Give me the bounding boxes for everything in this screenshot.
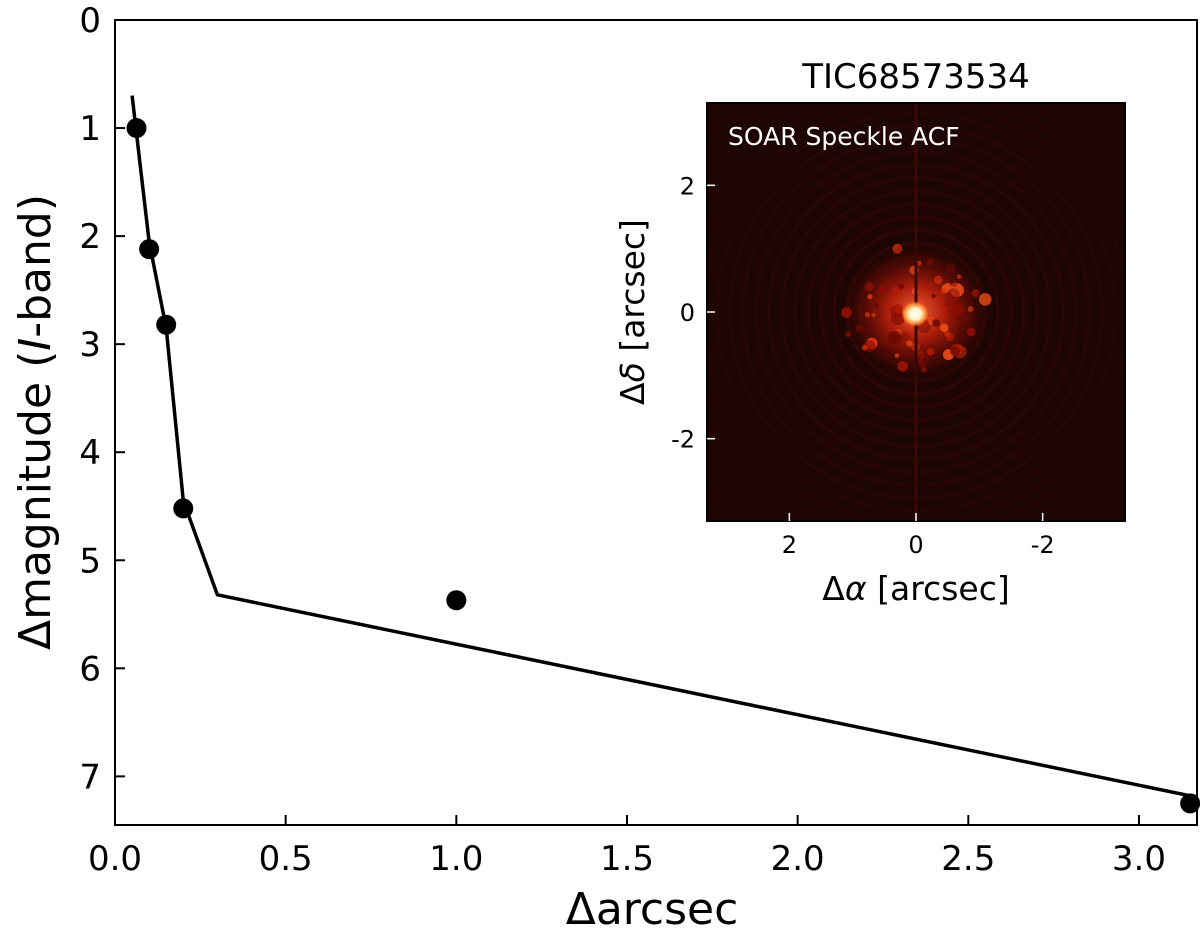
speckle-blob xyxy=(945,263,956,273)
speckle-blob xyxy=(947,288,960,302)
speckle-blob xyxy=(864,312,871,318)
speckle-blob xyxy=(927,258,934,266)
inset-annotation: SOAR Speckle ACF xyxy=(728,122,960,151)
y-tick-label: 2 xyxy=(79,217,101,257)
detection-points xyxy=(126,118,1200,814)
y-axis-label: Δmagnitude (I-band) xyxy=(10,194,61,650)
data-point xyxy=(446,590,467,611)
inset-y-label-prefix: Δ xyxy=(613,382,652,405)
speckle-blob xyxy=(855,324,864,332)
data-point xyxy=(173,498,194,519)
speckle-blob xyxy=(978,293,992,306)
inset-y-label-suffix: [arcsec] xyxy=(613,219,652,362)
speckle-blob xyxy=(944,299,954,308)
speckle-inset: TIC68573534 SOAR Speckle ACF 2 0 -2 2 0 -2 Δα… xyxy=(613,57,1126,608)
x-tick-label: 1.0 xyxy=(429,839,483,879)
inset-x-tick-label: -2 xyxy=(1031,531,1055,559)
y-tick-label: 0 xyxy=(79,1,101,41)
inset-y-tick-label: 0 xyxy=(680,299,695,327)
speckle-blob xyxy=(906,340,913,347)
y-axis-label-suffix: -band) xyxy=(10,194,61,338)
speckle-blob xyxy=(841,307,852,318)
data-point xyxy=(139,239,160,260)
speckle-blob xyxy=(867,294,873,300)
speckle-blob xyxy=(900,332,910,342)
inset-x-label-prefix: Δ xyxy=(822,569,845,608)
speckle-blob xyxy=(931,294,936,298)
speckle-blob xyxy=(887,331,902,345)
speckle-blob xyxy=(916,352,929,366)
speckle-blob xyxy=(956,311,969,324)
y-axis-label-italic: I xyxy=(10,338,61,351)
speckle-blob xyxy=(926,348,935,356)
speckle-blob xyxy=(934,275,943,285)
y-tick-label: 3 xyxy=(79,325,101,365)
speckle-blob xyxy=(944,330,951,337)
y-tick-label: 1 xyxy=(79,109,101,149)
y-tick-label: 6 xyxy=(79,649,101,689)
inset-y-tick-label: 2 xyxy=(680,172,695,200)
speckle-blob xyxy=(916,260,922,266)
speckle-blob xyxy=(861,344,868,351)
speckle-blob xyxy=(864,282,874,292)
inset-x-axis-label: Δα [arcsec] xyxy=(822,569,1009,608)
speckle-blob xyxy=(932,319,940,327)
speckle-core xyxy=(901,301,929,327)
inset-x-tick-label: 0 xyxy=(908,531,923,559)
inset-x-label-symbol: α xyxy=(845,569,867,608)
y-tick-label: 7 xyxy=(79,757,101,797)
inset-y-tick-label: -2 xyxy=(671,426,695,454)
inset-title: TIC68573534 xyxy=(801,57,1030,97)
speckle-blob xyxy=(878,286,887,294)
speckle-blob xyxy=(897,361,908,372)
y-tick-label: 4 xyxy=(79,433,101,473)
y-axis-label-prefix: Δmagnitude ( xyxy=(10,351,61,650)
x-tick-label: 0.5 xyxy=(259,839,313,879)
speckle-blob xyxy=(966,327,976,337)
speckle-blob xyxy=(898,283,904,290)
x-tick-label: 2.5 xyxy=(941,839,995,879)
x-tick-label: 0.0 xyxy=(88,839,142,879)
speckle-blob xyxy=(894,353,900,358)
x-tick-label: 3.0 xyxy=(1112,839,1166,879)
main-axis-ticks: 0.0 0.5 1.0 1.5 2.0 2.5 3.0 0 1 2 3 4 5 6 7 xyxy=(79,1,1166,879)
speckle-acf-image xyxy=(707,103,1125,521)
main-plot: 0.0 0.5 1.0 1.5 2.0 2.5 3.0 0 1 2 3 4 5 6 7 Δarcsec Δm… xyxy=(10,1,1200,934)
main-plot-frame xyxy=(114,19,1198,826)
contrast-curve-line xyxy=(130,95,1191,798)
speckle-blob xyxy=(952,282,957,288)
data-point xyxy=(126,118,147,139)
speckle-blob xyxy=(873,303,879,309)
y-tick-label: 5 xyxy=(79,541,101,581)
inset-y-axis-label: Δδ [arcsec] xyxy=(613,219,652,405)
speckle-blob xyxy=(892,286,900,295)
data-point xyxy=(156,314,177,335)
inset-x-tick-label: 2 xyxy=(782,531,797,559)
inset-axis-ticks: 2 0 -2 2 0 -2 xyxy=(671,172,1055,559)
speckle-blob xyxy=(967,306,974,312)
data-point xyxy=(1180,793,1200,814)
inset-x-label-suffix: [arcsec] xyxy=(867,569,1010,608)
speckle-blob xyxy=(940,288,947,295)
inset-y-label-symbol: δ xyxy=(613,362,652,382)
speckle-blob xyxy=(950,346,960,357)
speckle-blob xyxy=(894,303,903,313)
speckle-blob xyxy=(845,331,851,338)
speckle-blob xyxy=(940,323,949,332)
speckle-blob xyxy=(871,313,876,318)
x-axis-label: Δarcsec xyxy=(566,884,739,934)
speckle-blob xyxy=(956,274,962,280)
speckle-blob xyxy=(971,289,980,298)
speckle-blob xyxy=(892,243,903,254)
x-tick-label: 1.5 xyxy=(600,839,654,879)
x-tick-label: 2.0 xyxy=(771,839,825,879)
